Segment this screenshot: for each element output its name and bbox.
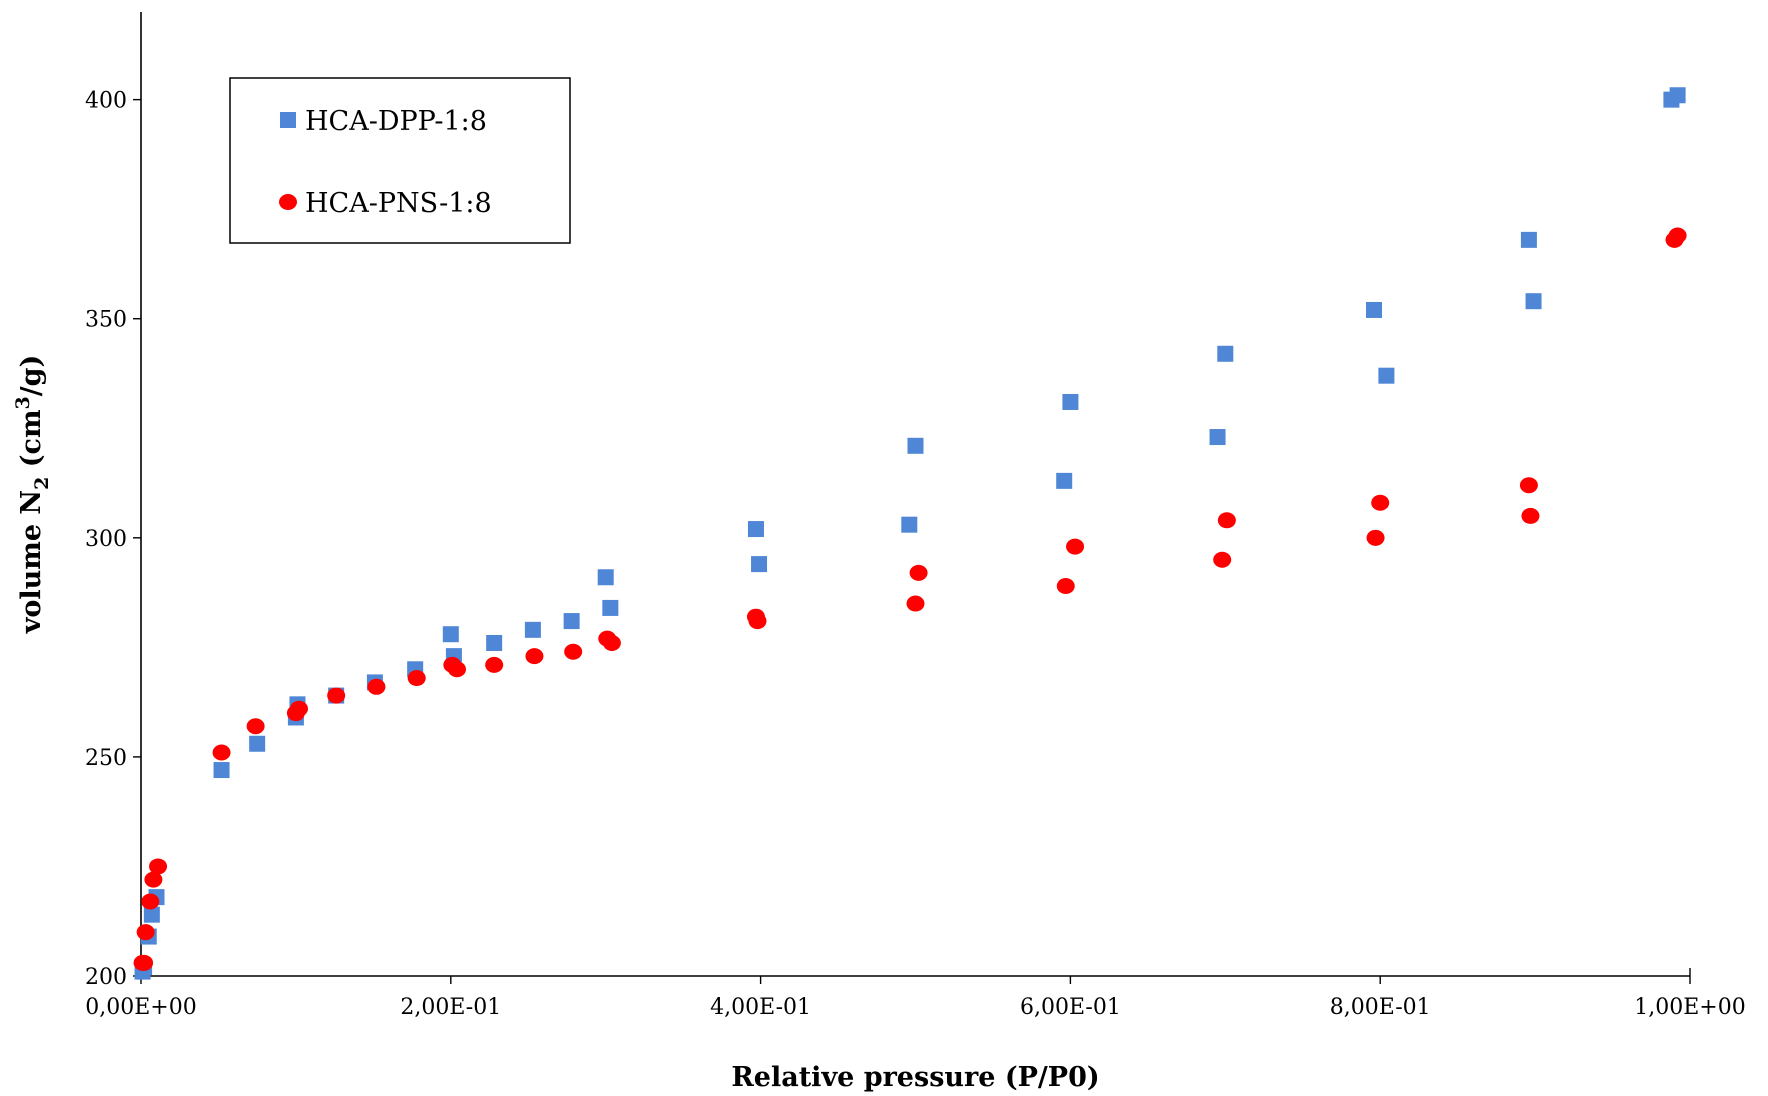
data-point-square [1209, 429, 1226, 446]
data-point-square [442, 626, 459, 643]
legend-marker-circle [279, 194, 297, 210]
data-point-circle [144, 871, 163, 888]
data-point-square [1378, 367, 1395, 384]
data-point-circle [525, 648, 544, 665]
data-point-circle [327, 687, 346, 704]
data-point-square [747, 521, 764, 538]
data-point-circle [1213, 551, 1232, 568]
legend-marker-square [280, 112, 296, 128]
data-point-circle [212, 744, 231, 761]
y-axis-title: volume N2 (cm3/g) [12, 355, 53, 635]
series-circle [133, 227, 1687, 971]
data-point-circle [748, 613, 767, 630]
data-point-circle [564, 643, 583, 660]
data-point-circle [149, 858, 168, 875]
x-tick-label: 8,00E-01 [1330, 995, 1431, 1020]
data-point-circle [906, 595, 925, 612]
data-point-circle [367, 678, 386, 695]
x-tick-label: 1,00E+00 [1634, 995, 1745, 1020]
y-tick-label: 250 [85, 746, 127, 771]
data-point-square [1525, 293, 1542, 310]
data-point-square [563, 613, 580, 630]
data-point-circle [141, 893, 160, 910]
data-point-square [1062, 393, 1079, 410]
data-point-circle [289, 700, 308, 717]
data-point-square [143, 906, 160, 923]
data-point-square [1669, 87, 1686, 104]
data-point-circle [407, 670, 426, 687]
data-point-circle [136, 924, 155, 941]
data-point-square [901, 516, 918, 533]
data-point-circle [1519, 477, 1538, 494]
data-point-circle [447, 661, 466, 678]
data-point-circle [602, 634, 621, 651]
data-point-square [1056, 472, 1073, 489]
data-point-circle [135, 954, 154, 971]
x-tick-label: 2,00E-01 [400, 995, 501, 1020]
legend-label: HCA-PNS-1:8 [305, 188, 492, 219]
data-point-circle [485, 656, 504, 673]
data-point-square [213, 762, 230, 779]
data-point-square [1520, 231, 1537, 248]
legend-label: HCA-DPP-1:8 [305, 106, 487, 137]
x-tick-label: 6,00E-01 [1020, 995, 1121, 1020]
data-point-square [1217, 345, 1234, 362]
data-point-circle [1668, 227, 1687, 244]
data-point-square [602, 599, 619, 616]
data-point-circle [1521, 507, 1540, 524]
axes-group: 200 250 300 350 400 0,00E+00 2,00E-01 4,00E-01 6… [12, 12, 1746, 1093]
y-tick-label: 350 [85, 308, 127, 333]
data-point-circle [909, 564, 928, 581]
data-point-circle [1217, 512, 1236, 529]
data-point-square [249, 735, 266, 752]
x-tick-label: 0,00E+00 [85, 995, 196, 1020]
legend-box [229, 77, 571, 244]
data-point-square [907, 437, 924, 454]
data-point-square [751, 556, 768, 573]
data-point-square [486, 634, 503, 651]
x-axis-title: Relative pressure (P/P0) [731, 1062, 1099, 1093]
x-tick-label: 4,00E-01 [710, 995, 811, 1020]
y-tick-label: 400 [85, 89, 127, 114]
data-point-square [1366, 301, 1383, 318]
data-point-circle [1366, 529, 1385, 546]
data-points-group [133, 87, 1687, 980]
data-point-circle [246, 718, 265, 735]
data-point-square [597, 569, 614, 586]
data-point-circle [1056, 578, 1075, 595]
y-tick-label: 200 [85, 965, 127, 990]
legend: HCA-DPP-1:8 HCA-PNS-1:8 [229, 77, 571, 244]
y-tick-label: 300 [85, 527, 127, 552]
data-point-circle [1066, 538, 1085, 555]
data-point-square [524, 621, 541, 638]
data-point-circle [1371, 494, 1390, 511]
